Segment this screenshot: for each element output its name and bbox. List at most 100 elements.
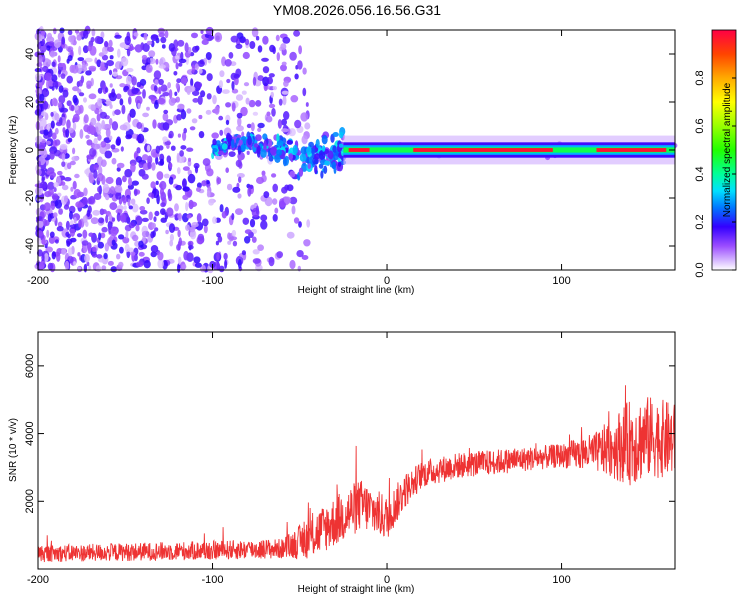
spectrogram-noise-cell — [297, 265, 301, 272]
spectrogram-noise-cell — [116, 162, 125, 169]
spectrogram-x-ticks: -200 -100 0 100 — [27, 30, 571, 287]
colorbar-tick-label: 0.2 — [694, 214, 706, 229]
y-tick-label: -20 — [24, 190, 36, 206]
spectrogram-noise-cell — [83, 187, 88, 197]
colorbar-tick-label: 0.4 — [694, 166, 706, 181]
spectrogram-noise-cell — [146, 197, 150, 204]
spectrogram-noise-cell — [142, 43, 150, 52]
spectrogram-noise-cell — [205, 180, 210, 185]
spectrogram-noise-cell — [208, 198, 215, 206]
spectrogram-noise-cell — [162, 61, 170, 71]
x-tick-label: 100 — [552, 275, 570, 287]
spectrogram-noise-cell — [278, 98, 283, 106]
spectrogram-noise-cell — [186, 214, 192, 219]
spectrogram-noise-cell — [131, 203, 139, 213]
spectrogram-noise-cell — [47, 213, 52, 223]
spectrogram-noise-cell — [72, 86, 80, 92]
spectrogram-noise-cell — [255, 205, 259, 215]
spectrogram-noise-cell — [282, 95, 287, 106]
spectrogram-noise-cell — [162, 136, 168, 142]
spectrogram-transition-cell — [341, 148, 345, 156]
spectrogram-noise-cell — [72, 94, 78, 104]
spectrogram-noise-cell — [146, 40, 153, 46]
spectrogram-noise-cell — [141, 230, 150, 238]
spectrogram-noise-cell — [255, 35, 260, 41]
spectrogram-transition-cell — [267, 150, 271, 157]
spectrogram-noise-cell — [286, 231, 295, 239]
spectrogram-noise-cell — [61, 184, 69, 191]
spectrogram-noise-cell — [119, 246, 124, 254]
spectrogram-noise-cell — [225, 102, 232, 108]
spectrogram-noise-cell — [154, 227, 159, 232]
spectrogram-noise-cell — [57, 55, 61, 63]
spectrogram-noise-cell — [252, 249, 260, 255]
spectrogram-noise-cell — [123, 205, 127, 210]
spectrogram-noise-cell — [197, 60, 205, 67]
spectrogram-noise-cell — [78, 104, 84, 114]
spectrogram-noise-cell — [35, 82, 43, 88]
spectrogram-noise-cell — [93, 193, 102, 200]
spectrogram-noise-cell — [106, 60, 114, 67]
spectrogram-noise-cell — [255, 100, 262, 107]
spectrogram-noise-cell — [235, 43, 243, 50]
snr-x-ticks: -200 -100 0 100 — [27, 332, 571, 586]
spectrogram-noise-cell — [223, 252, 228, 260]
spectrogram-noise-cell — [67, 162, 72, 170]
spectrogram-noise-cell — [98, 217, 105, 224]
spectrogram-noise-cell — [180, 76, 188, 85]
spectrogram-noise-cell — [66, 75, 73, 84]
spectrogram-noise-cell — [182, 131, 187, 141]
spectrogram-noise-cell — [240, 106, 248, 117]
spectrogram-noise-cell — [142, 154, 149, 161]
spectrogram-noise-cell — [83, 244, 88, 253]
spectrogram-noise-cell — [53, 98, 58, 107]
spectrogram-noise-cell — [187, 173, 196, 184]
spectrogram-noise-cell — [100, 232, 106, 239]
spectrogram-noise-cell — [46, 79, 50, 89]
spectrogram-noise-cell — [185, 55, 189, 65]
spectrogram-noise-cell — [298, 45, 302, 55]
spectrogram-noise-cell — [65, 128, 70, 138]
spectrogram-noise-cell — [306, 219, 311, 228]
spectrogram-noise-cell — [57, 221, 63, 228]
spectrogram-noise-cell — [97, 97, 102, 107]
spectrogram-transition-cell — [332, 145, 337, 153]
spectrogram-noise-cell — [89, 45, 97, 56]
spectrogram-noise-cell — [115, 61, 122, 70]
spectrogram-noise-cell — [180, 51, 184, 61]
spectrogram-noise-cell — [128, 176, 132, 186]
spectrogram-noise-cell — [64, 260, 70, 270]
spectrogram-noise-cell — [176, 114, 183, 121]
spectrogram-noise-cell — [301, 255, 309, 260]
spectrogram-transition-cell — [268, 155, 274, 162]
spectrogram-noise-cell — [141, 173, 149, 180]
spectrogram-noise-cell — [97, 130, 101, 136]
spectrogram-noise-cell — [110, 226, 118, 237]
spectrogram-noise-cell — [105, 176, 114, 185]
spectrogram-noise-cell — [116, 253, 121, 260]
spectrogram-noise-cell — [54, 127, 59, 135]
spectrogram-noise-cell — [158, 145, 164, 151]
spectrogram-noise-cell — [198, 114, 203, 120]
spectrogram-transition-cell — [307, 163, 312, 170]
spectrogram-noise-cell — [116, 93, 122, 100]
spectrogram-noise-cell — [130, 162, 136, 173]
spectrogram-noise-cell — [36, 62, 43, 67]
spectrogram-noise-cell — [118, 261, 124, 268]
spectrogram-noise-cell — [128, 96, 132, 105]
spectrogram-noise-cell — [99, 111, 108, 119]
spectrogram-noise-cell — [189, 126, 196, 131]
spectrogram-noise-cell — [241, 250, 246, 256]
spectrogram-transition-cell — [318, 150, 326, 160]
spectrogram-noise-cell — [168, 130, 174, 139]
spectrogram-transition-cell — [276, 133, 280, 143]
spectrogram-noise-cell — [142, 112, 150, 118]
spectrogram-noise-cell — [36, 169, 42, 176]
spectrogram-noise-cell — [121, 196, 128, 204]
spectrogram-noise-cell — [124, 243, 130, 253]
spectrogram-noise-cell — [202, 218, 209, 227]
y-tick-label: 0 — [24, 147, 36, 153]
spectrogram-noise-cell — [198, 131, 205, 139]
spectrogram-noise-cell — [138, 161, 144, 169]
spectrogram-noise-cell — [120, 146, 124, 152]
